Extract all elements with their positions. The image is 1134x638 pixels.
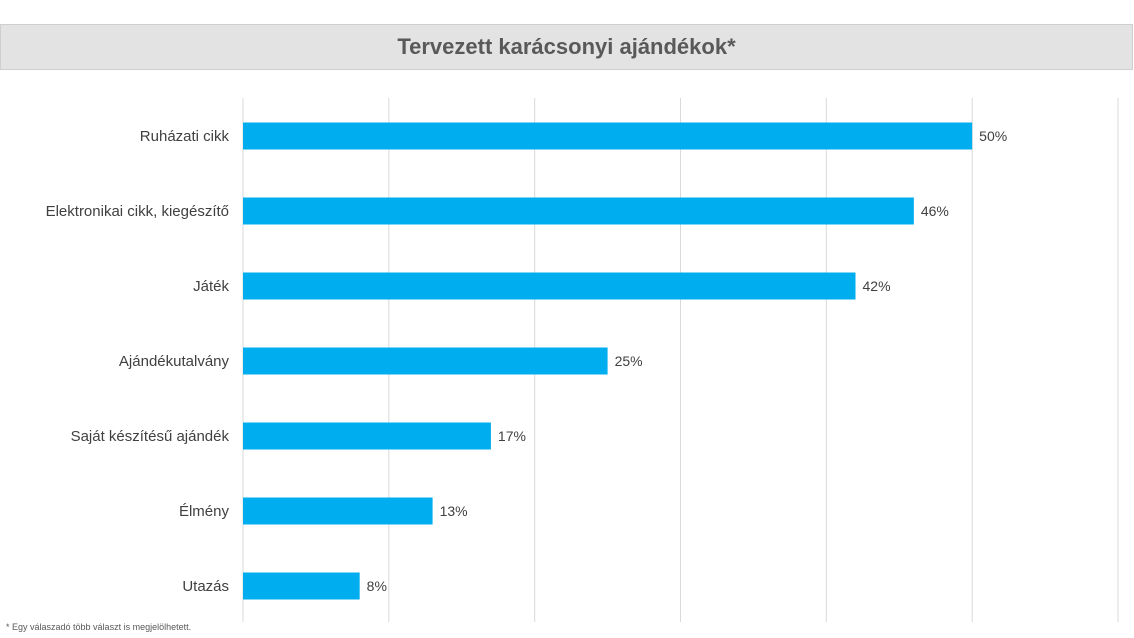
chart-title-bar: Tervezett karácsonyi ajándékok* [0, 24, 1133, 70]
category-label: Ruházati cikk [140, 128, 230, 145]
bar [243, 197, 914, 225]
category-labels: Ruházati cikk Elektronikai cikk, kiegészí… [46, 128, 230, 595]
chart-title: Tervezett karácsonyi ajándékok* [397, 34, 736, 59]
bar [243, 422, 491, 450]
bar [243, 272, 856, 300]
category-label: Játék [193, 278, 229, 295]
value-labels: 50% 46% 42% 25% 17% 13% 8% [367, 128, 1008, 594]
bar [243, 122, 973, 150]
value-label: 25% [615, 353, 643, 369]
value-label: 17% [498, 428, 526, 444]
category-label: Ajándékutalvány [119, 353, 230, 370]
value-label: 13% [440, 503, 468, 519]
category-label: Utazás [182, 578, 229, 595]
footnote: * Egy válaszadó több választ is megjelöl… [6, 622, 192, 632]
value-label: 8% [367, 578, 387, 594]
bar [243, 347, 608, 375]
bars [243, 122, 973, 600]
bar [243, 497, 433, 525]
value-label: 50% [979, 128, 1007, 144]
value-label: 46% [921, 203, 949, 219]
category-label: Saját készítésű ajándék [71, 428, 230, 445]
value-label: 42% [863, 278, 891, 294]
category-label: Élmény [179, 503, 230, 520]
bar [243, 572, 360, 600]
category-label: Elektronikai cikk, kiegészítő [46, 203, 229, 220]
